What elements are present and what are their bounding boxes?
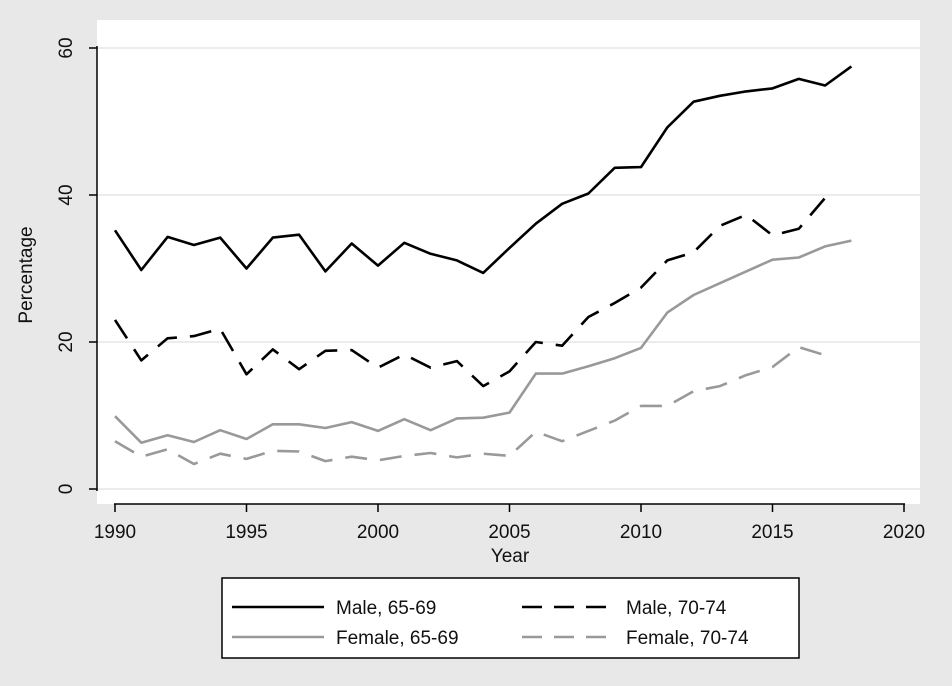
legend-box [221,577,800,659]
x-tick-label-1: 1995 [225,522,267,543]
y-tick-label-3: 60 [56,37,77,58]
x-tick-label-2: 2000 [357,522,399,543]
y-tick-label-2: 40 [56,184,77,205]
grid-lines [97,47,920,490]
y-tick-label-1: 20 [56,331,77,352]
x-axis-title: Year [491,546,530,567]
series-line-0 [113,65,853,275]
legend-label-1: Male, 70-74 [626,598,727,619]
series-line-1 [113,197,827,388]
x-tick-label-6: 2020 [883,522,925,543]
x-tick-label-4: 2010 [620,522,662,543]
series-line-3 [114,345,826,466]
y-tick-label-0: 0 [56,484,77,495]
legend: Male, 65-69 Male, 70-74 Female, 65-69 Femal… [221,577,800,659]
x-tick-label-5: 2015 [751,522,793,543]
legend-label-3: Female, 70-74 [626,628,749,649]
legend-label-0: Male, 65-69 [336,598,436,619]
y-axis-title: Percentage [16,226,37,323]
series-lines [113,65,853,466]
x-tick-label-0: 1990 [94,522,136,543]
series-line-2 [114,239,852,445]
x-tick-label-3: 2005 [488,522,530,543]
legend-label-2: Female, 65-69 [336,628,459,649]
plot-area [97,20,920,504]
axes: 0 20 40 60 1990 1995 2000 2005 2010 2015 2020 [56,37,925,543]
